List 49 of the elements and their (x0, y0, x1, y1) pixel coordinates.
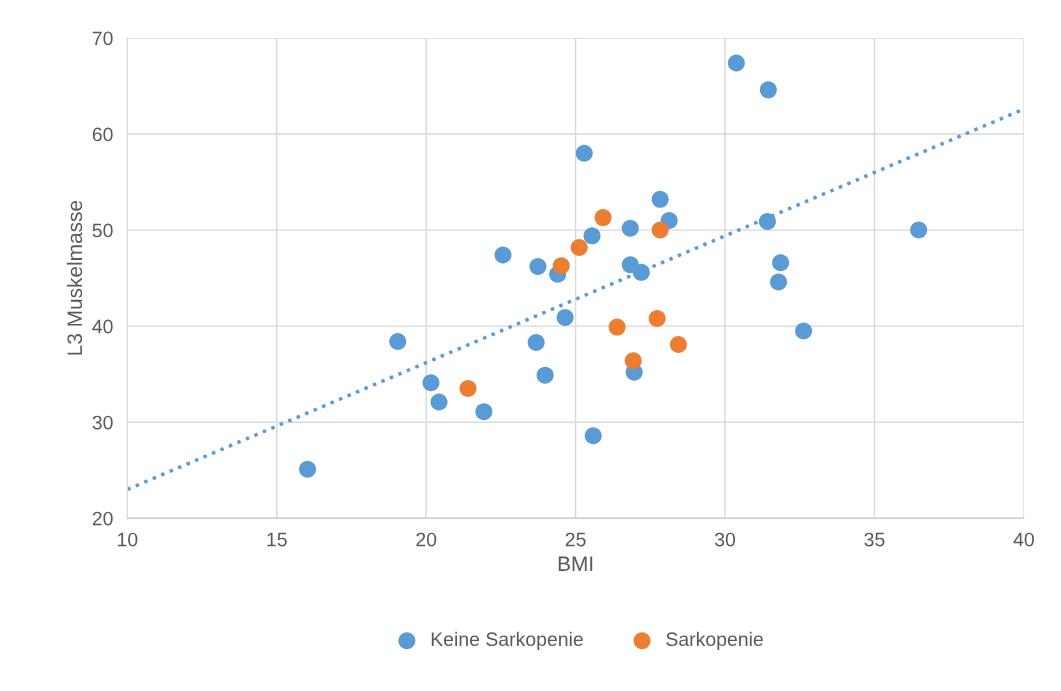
x-tick-label: 35 (864, 532, 885, 547)
y-tick-label: 30 (92, 415, 113, 430)
x-tick-label: 40 (1013, 532, 1034, 547)
legend-label: Sarkopenie (666, 631, 763, 650)
point (422, 374, 440, 392)
point (494, 246, 512, 264)
y-tick-label: 40 (92, 319, 113, 334)
point (632, 263, 650, 281)
point (910, 221, 928, 239)
point (772, 254, 790, 272)
point (527, 333, 545, 351)
y-tick-label: 20 (92, 511, 113, 526)
point (529, 258, 547, 276)
x-tick-label: 20 (416, 532, 437, 547)
point (624, 352, 642, 370)
x-tick-label: 30 (714, 532, 736, 547)
point (584, 427, 602, 445)
y-tick-label: 60 (92, 127, 113, 142)
x-tick-label: 25 (565, 532, 586, 547)
legend-label: Keine Sarkopenie (431, 631, 583, 650)
point (621, 219, 639, 237)
x-tick-label: 15 (267, 532, 287, 547)
point (556, 309, 574, 327)
y-tick-label: 50 (92, 223, 113, 238)
point (651, 190, 669, 208)
point (651, 221, 669, 239)
point (759, 81, 777, 99)
point (669, 335, 687, 353)
x-axis-title: BMI (558, 556, 593, 571)
point (570, 238, 588, 256)
point (536, 366, 554, 384)
y-tick-label: 70 (92, 31, 113, 46)
point (389, 333, 407, 351)
point (552, 257, 570, 275)
point (430, 393, 448, 411)
point (648, 309, 666, 327)
point (475, 403, 493, 421)
x-tick-label: 10 (117, 532, 138, 547)
point (608, 318, 626, 336)
point (583, 227, 601, 245)
point (770, 273, 788, 291)
point (727, 54, 745, 72)
point (594, 209, 612, 227)
point (459, 380, 477, 398)
y-axis-title: L3 Muskelmasse (66, 200, 83, 355)
point (795, 322, 813, 340)
point (758, 212, 776, 230)
point (299, 460, 317, 478)
point (575, 144, 593, 162)
